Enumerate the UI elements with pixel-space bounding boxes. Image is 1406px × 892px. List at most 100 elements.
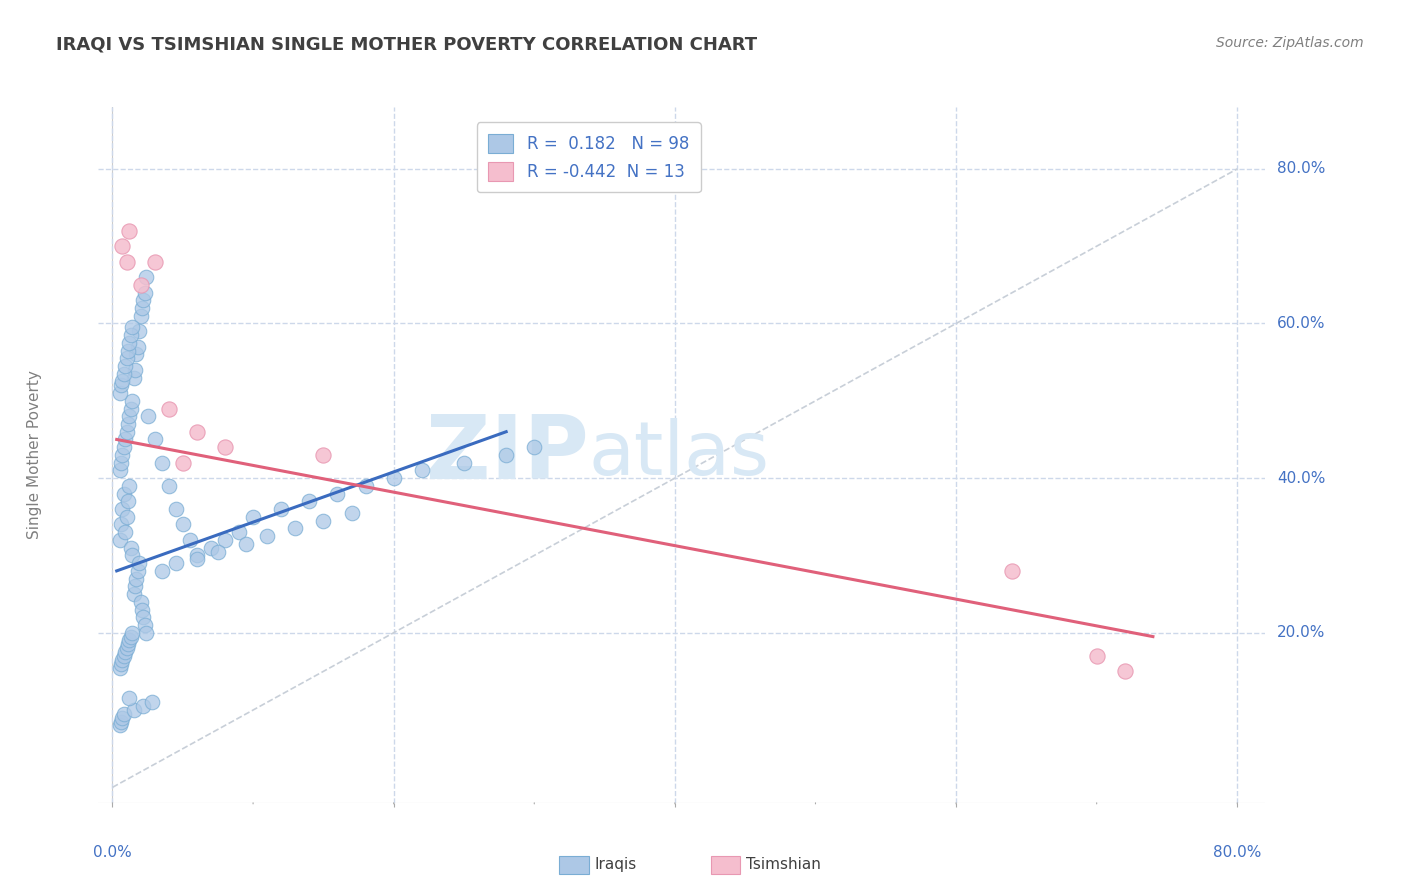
Point xyxy=(157,479,180,493)
Text: Source: ZipAtlas.com: Source: ZipAtlas.com xyxy=(1216,36,1364,50)
Point xyxy=(132,293,155,308)
Point xyxy=(112,486,135,500)
Point xyxy=(228,525,250,540)
Point xyxy=(111,502,134,516)
Bar xyxy=(711,856,740,874)
Point xyxy=(179,533,201,547)
Text: 80.0%: 80.0% xyxy=(1277,161,1326,177)
Text: IRAQI VS TSIMSHIAN SINGLE MOTHER POVERTY CORRELATION CHART: IRAQI VS TSIMSHIAN SINGLE MOTHER POVERTY… xyxy=(56,36,758,54)
Point xyxy=(112,440,135,454)
Point xyxy=(129,309,152,323)
Point xyxy=(120,541,142,555)
Point xyxy=(340,506,363,520)
Point xyxy=(132,699,155,714)
Point xyxy=(127,340,149,354)
Point xyxy=(117,343,139,358)
Point xyxy=(284,521,307,535)
Point xyxy=(108,463,131,477)
Point xyxy=(118,224,141,238)
Point xyxy=(312,514,335,528)
Point xyxy=(115,351,138,366)
Point xyxy=(1114,665,1136,679)
Point xyxy=(1085,648,1108,663)
Point xyxy=(114,645,136,659)
Point xyxy=(111,653,134,667)
Point xyxy=(117,637,139,651)
Point xyxy=(120,630,142,644)
Point xyxy=(122,370,145,384)
Point xyxy=(127,564,149,578)
Point xyxy=(111,448,134,462)
Point xyxy=(214,440,236,454)
Point xyxy=(135,270,157,285)
Point xyxy=(117,494,139,508)
Point xyxy=(125,572,148,586)
Text: Single Mother Poverty: Single Mother Poverty xyxy=(27,370,42,540)
Point xyxy=(114,433,136,447)
Point xyxy=(115,425,138,439)
Point xyxy=(118,633,141,648)
Point xyxy=(122,703,145,717)
Point xyxy=(131,602,153,616)
Point xyxy=(495,448,517,462)
Point xyxy=(112,367,135,381)
Point xyxy=(235,537,257,551)
Point xyxy=(124,579,146,593)
Text: atlas: atlas xyxy=(589,418,769,491)
Point xyxy=(150,564,173,578)
Point xyxy=(165,556,187,570)
Point xyxy=(157,401,180,416)
Point xyxy=(135,625,157,640)
Point xyxy=(117,417,139,431)
Text: Tsimshian: Tsimshian xyxy=(747,857,821,872)
Point xyxy=(111,375,134,389)
Text: 40.0%: 40.0% xyxy=(1277,471,1326,485)
Point xyxy=(114,359,136,373)
Point xyxy=(112,706,135,721)
Point xyxy=(110,456,132,470)
Point xyxy=(136,409,159,424)
Point xyxy=(121,549,143,563)
Point xyxy=(453,456,475,470)
Point xyxy=(214,533,236,547)
Point xyxy=(132,610,155,624)
Point xyxy=(118,335,141,350)
Point xyxy=(141,695,163,709)
Point xyxy=(298,494,321,508)
Point xyxy=(115,509,138,524)
Point xyxy=(121,393,143,408)
Point xyxy=(108,660,131,674)
Point xyxy=(129,277,152,292)
Point xyxy=(256,529,278,543)
Point xyxy=(128,324,150,338)
Point xyxy=(120,401,142,416)
Point xyxy=(111,711,134,725)
Point xyxy=(143,254,166,268)
Text: 20.0%: 20.0% xyxy=(1277,625,1326,640)
Point xyxy=(128,556,150,570)
Point xyxy=(115,254,138,268)
Bar xyxy=(560,856,589,874)
Point xyxy=(200,541,222,555)
Point xyxy=(165,502,187,516)
Point xyxy=(186,552,208,566)
Point xyxy=(172,517,194,532)
Point xyxy=(122,587,145,601)
Point xyxy=(1001,564,1024,578)
Point xyxy=(108,718,131,732)
Point xyxy=(110,714,132,729)
Point xyxy=(118,409,141,424)
Text: ZIP: ZIP xyxy=(426,411,589,499)
Point xyxy=(115,641,138,656)
Point xyxy=(150,456,173,470)
Point xyxy=(110,657,132,671)
Point xyxy=(242,509,264,524)
Point xyxy=(131,301,153,315)
Point xyxy=(312,448,335,462)
Point xyxy=(382,471,405,485)
Text: 60.0%: 60.0% xyxy=(1277,316,1326,331)
Point xyxy=(108,533,131,547)
Point xyxy=(118,479,141,493)
Point xyxy=(114,525,136,540)
Point xyxy=(134,285,156,300)
